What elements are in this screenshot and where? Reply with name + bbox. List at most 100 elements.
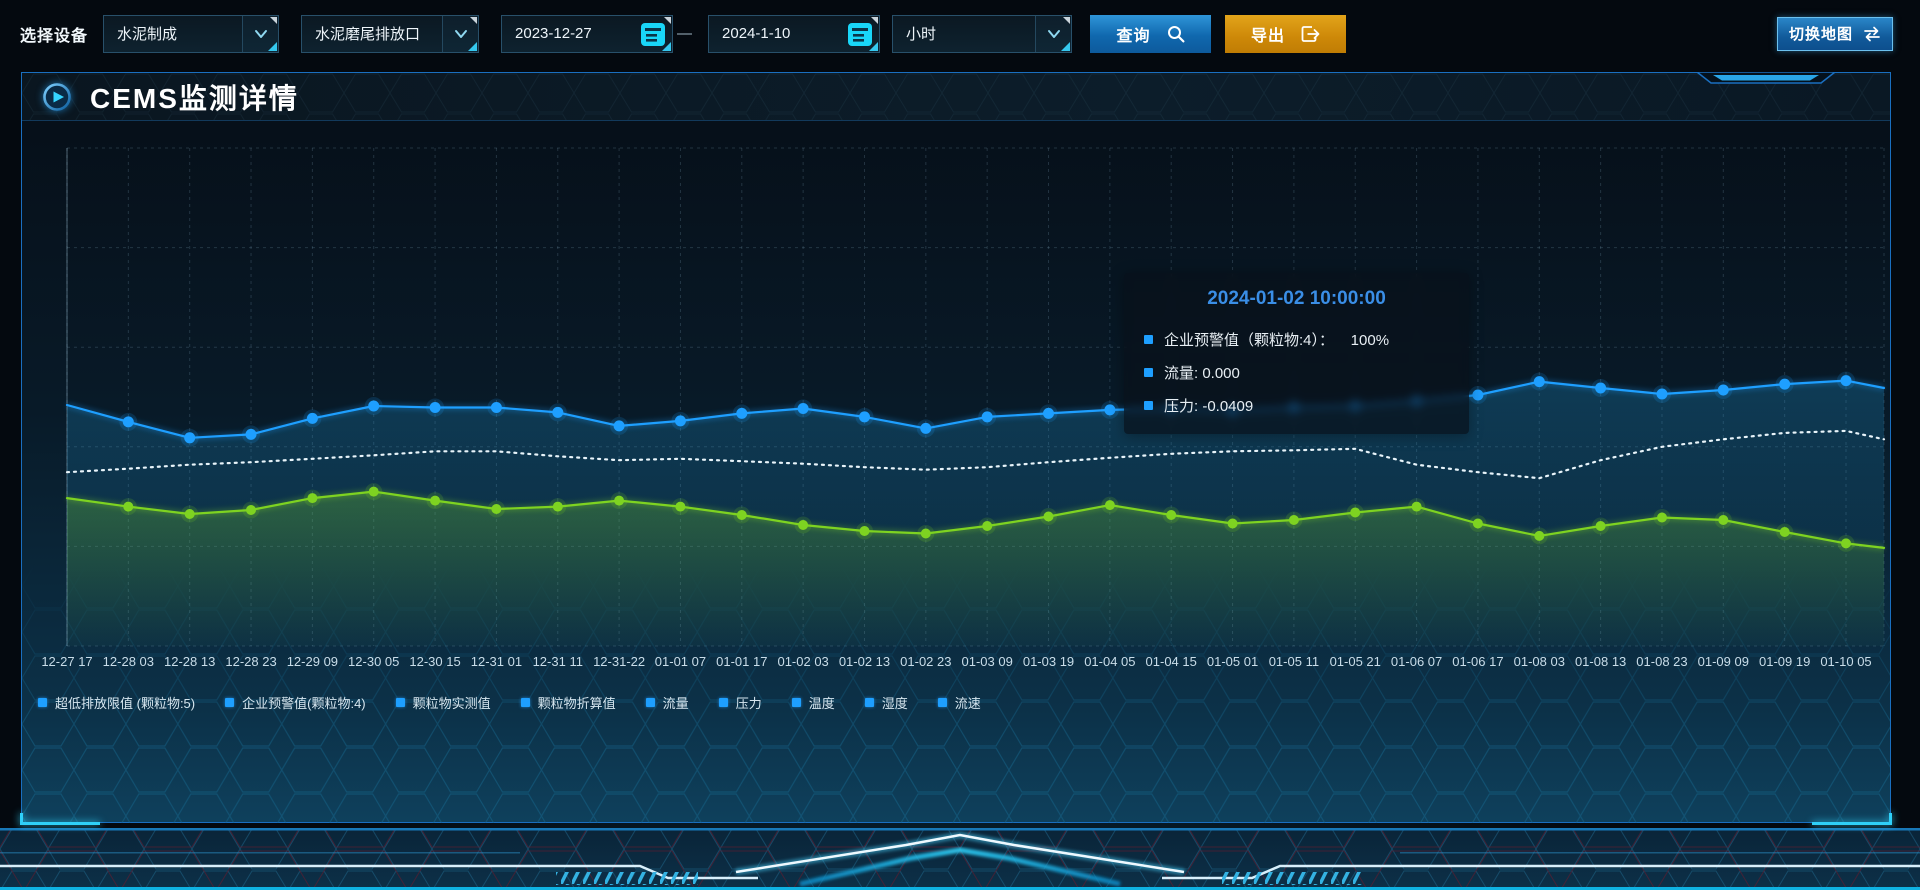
data-point[interactable] [368,486,379,497]
data-point[interactable] [1288,515,1299,525]
data-point[interactable] [1043,407,1054,419]
x-axis-label: 01-01 07 [655,654,706,669]
data-point[interactable] [798,520,809,530]
panel-corner-accent [1812,813,1892,825]
data-point[interactable] [184,432,196,444]
data-point[interactable] [1779,378,1791,390]
export-button[interactable]: 导出 [1225,14,1347,53]
data-point[interactable] [675,501,686,512]
data-point[interactable] [1657,512,1667,523]
data-point[interactable] [1411,501,1422,512]
data-point[interactable] [306,412,318,424]
data-point[interactable] [1472,518,1483,529]
legend-marker [520,698,530,707]
data-point[interactable] [859,526,870,536]
x-axis-label: 01-04 05 [1084,654,1135,669]
data-point[interactable] [368,400,380,412]
legend-item[interactable]: 流量 [645,693,689,712]
data-point[interactable] [920,422,932,434]
data-point[interactable] [797,403,809,414]
hex-pattern-decoration [22,73,1890,120]
data-point[interactable] [1166,510,1177,520]
data-point[interactable] [1718,515,1729,525]
tooltip-item-marker [1144,401,1153,410]
data-point[interactable] [1717,384,1729,396]
data-point[interactable] [1595,521,1606,531]
device-category-select[interactable]: 水泥制成 [103,14,280,53]
data-point[interactable] [1841,538,1851,549]
data-point[interactable] [552,406,564,418]
data-point[interactable] [430,495,441,506]
data-point[interactable] [1534,530,1545,541]
tooltip-item-text: 企业预警值（颗粒物:4）： 100% [1164,332,1390,349]
data-point[interactable] [123,501,134,512]
data-point[interactable] [1840,375,1852,387]
data-point[interactable] [736,407,748,419]
data-point[interactable] [982,521,993,531]
data-point[interactable] [122,416,134,428]
query-button[interactable]: 查询 [1090,14,1212,53]
legend-item[interactable]: 流速 [937,693,981,712]
panel-corner-accent [20,813,100,825]
data-point[interactable] [1350,507,1361,518]
interval-select[interactable]: 小时 [892,14,1073,53]
start-date-picker[interactable]: 2023-12-27 [501,14,674,53]
x-axis-label: 01-03 19 [1023,654,1074,669]
date-range-separator: — [677,25,693,42]
data-point[interactable] [1227,518,1238,529]
play-icon[interactable] [42,82,72,112]
x-axis-label: 01-05 21 [1330,654,1381,669]
data-point[interactable] [736,510,747,520]
interval-value: 小时 [906,26,937,43]
calendar-icon[interactable] [634,16,672,52]
x-axis-label: 12-27 17 [41,654,92,669]
data-point[interactable] [1595,382,1607,394]
data-point[interactable] [429,402,441,413]
data-point[interactable] [920,528,931,539]
outlet-select[interactable]: 水泥磨尾排放口 [301,14,480,53]
legend-marker [645,698,655,707]
calendar-icon[interactable] [841,16,879,52]
switch-map-label: 切换地图 [1788,26,1853,43]
chart-area: 12-27 17 12-28 03 12-28 13 12-28 23 12-29 09… [20,119,1892,825]
legend-label: 温度 [808,696,835,711]
data-point[interactable] [614,495,625,506]
data-point[interactable] [490,402,502,413]
data-point[interactable] [491,504,502,514]
data-point[interactable] [245,428,257,440]
legend-item[interactable]: 超低排放限值 (颗粒物:5) [38,693,195,712]
legend-item[interactable]: 企业预警值(颗粒物:4) [225,693,366,712]
legend-item[interactable]: 湿度 [864,693,908,712]
chevron-down-icon[interactable] [242,15,279,52]
data-point[interactable] [307,493,318,504]
end-date-picker[interactable]: 2024-1-10 [708,14,881,53]
legend-label: 企业预警值(颗粒物:4) [242,696,366,711]
data-point[interactable] [1043,511,1054,522]
x-axis-label: 12-29 09 [287,654,338,669]
data-point[interactable] [1533,376,1545,388]
data-point[interactable] [613,420,625,432]
x-axis-label: 01-06 17 [1452,654,1503,669]
data-point[interactable] [981,411,993,423]
data-point[interactable] [1779,527,1790,537]
data-point[interactable] [246,505,256,515]
legend-item[interactable]: 颗粒物实测值 [395,693,491,712]
x-axis-label: 01-06 07 [1391,654,1442,669]
data-point[interactable] [552,501,563,512]
data-point[interactable] [1104,404,1116,416]
legend-item[interactable]: 温度 [791,693,835,712]
data-point[interactable] [184,509,195,519]
chevron-down-icon[interactable] [1035,15,1072,52]
data-point[interactable] [674,415,686,427]
line-chart[interactable]: 12-27 17 12-28 03 12-28 13 12-28 23 12-29 09… [22,119,1892,694]
chevron-down-icon[interactable] [442,15,479,52]
data-point[interactable] [1472,389,1484,401]
legend-item[interactable]: 颗粒物折算值 [520,693,616,712]
legend-item[interactable]: 压力 [718,693,762,712]
tooltip-title: 2024-01-02 10:00:00 [1207,288,1386,309]
data-point[interactable] [859,411,870,423]
data-point[interactable] [1104,500,1115,511]
data-point[interactable] [1656,388,1668,400]
switch-map-button[interactable]: 切换地图 [1777,16,1893,51]
